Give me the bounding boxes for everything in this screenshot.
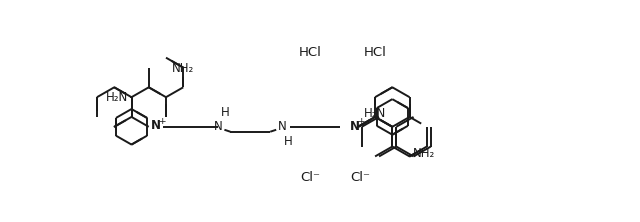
Text: Cl⁻: Cl⁻ <box>350 171 370 184</box>
Text: Cl⁻: Cl⁻ <box>300 171 320 184</box>
Text: NH₂: NH₂ <box>413 147 435 160</box>
Text: +: + <box>357 117 364 126</box>
Text: H: H <box>220 106 229 119</box>
Text: HCl: HCl <box>299 46 321 59</box>
Text: N: N <box>214 120 223 133</box>
Text: H₂N: H₂N <box>106 91 129 104</box>
Text: H: H <box>284 135 293 148</box>
Text: N: N <box>278 120 287 133</box>
Text: N: N <box>151 119 161 132</box>
Text: +: + <box>157 117 165 126</box>
Text: NH₂: NH₂ <box>172 62 195 75</box>
Text: HCl: HCl <box>364 46 386 59</box>
Text: H₂N: H₂N <box>364 107 386 120</box>
Text: N: N <box>350 120 360 133</box>
